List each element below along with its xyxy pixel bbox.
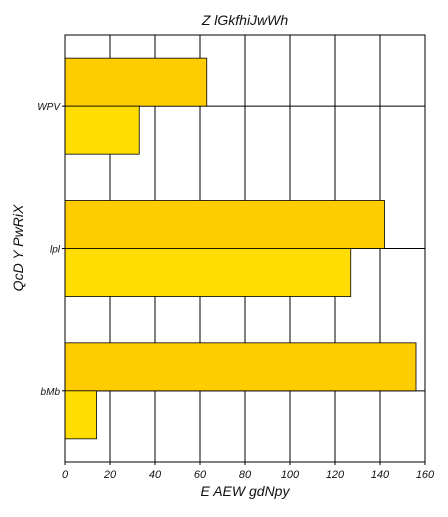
x-tick-label: 100	[281, 469, 300, 481]
x-tick-label: 40	[149, 469, 162, 481]
chart-title: Z lGkfhiJwWh	[201, 12, 289, 28]
bar-lpl-series-2	[64, 248, 352, 297]
x-tick-label: 80	[239, 469, 252, 481]
x-tick-label: 60	[194, 469, 207, 481]
x-tick-label: 20	[103, 469, 117, 481]
bars	[64, 57, 417, 440]
bar-lpl-series-1	[64, 200, 385, 249]
plot-frame	[64, 34, 426, 463]
x-tick-label: 160	[416, 469, 435, 481]
x-tick-labels: 0 20 40 60 80 100 120 140 160	[62, 462, 435, 481]
bar-WPV-series-2	[64, 105, 140, 155]
bar-bMb-series-1	[64, 342, 417, 392]
category-label-bMb: bMb	[41, 387, 61, 398]
x-tick-label: 120	[326, 469, 345, 481]
category-labels: WPV lpl bMb	[37, 102, 65, 398]
y-axis-label: QcD Y PwRiX	[10, 204, 26, 291]
category-label-WPV: WPV	[37, 102, 61, 113]
bar-bMb-series-2	[64, 390, 97, 440]
x-axis-label: E AEW gdNpy	[201, 483, 291, 499]
x-tick-label: 0	[62, 469, 69, 481]
x-tick-label: 140	[371, 469, 390, 481]
bar-WPV-series-1	[64, 57, 208, 107]
category-label-lpl: lpl	[50, 245, 61, 256]
